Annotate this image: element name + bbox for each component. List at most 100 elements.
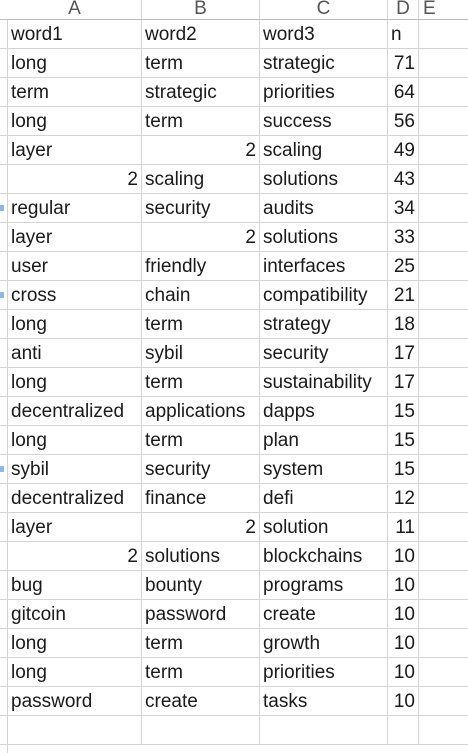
cell-e21[interactable] — [419, 600, 468, 628]
cell-d7[interactable]: 34 — [388, 194, 419, 222]
cell-d18[interactable]: 11 — [388, 513, 419, 541]
cell-c14[interactable]: dapps — [260, 397, 388, 425]
row-header-gutter[interactable] — [0, 0, 8, 753]
cell-d23[interactable]: 10 — [388, 658, 419, 686]
cell-e10[interactable] — [419, 281, 468, 309]
cell-d2[interactable]: 71 — [388, 49, 419, 77]
cell-e13[interactable] — [419, 368, 468, 396]
cell-d10[interactable]: 21 — [388, 281, 419, 309]
cell-e17[interactable] — [419, 484, 468, 512]
cell-a9[interactable]: user — [8, 252, 142, 280]
cell-b18[interactable]: 2 — [142, 513, 260, 541]
cell-b4[interactable]: term — [142, 107, 260, 135]
cell-a22[interactable]: long — [8, 629, 142, 657]
cell-a6[interactable]: 2 — [8, 165, 142, 193]
cell-b6[interactable]: scaling — [142, 165, 260, 193]
cell-e24[interactable] — [419, 687, 468, 715]
cell-c5[interactable]: scaling — [260, 136, 388, 164]
cell-a4[interactable]: long — [8, 107, 142, 135]
cell-e20[interactable] — [419, 571, 468, 599]
cell-a10[interactable]: cross — [8, 281, 142, 309]
cell-d25[interactable] — [388, 716, 419, 744]
cell-c20[interactable]: programs — [260, 571, 388, 599]
cell-b5[interactable]: 2 — [142, 136, 260, 164]
cell-a11[interactable]: long — [8, 310, 142, 338]
column-header-c[interactable]: C — [260, 0, 388, 19]
cell-e4[interactable] — [419, 107, 468, 135]
cell-c6[interactable]: solutions — [260, 165, 388, 193]
cell-b1[interactable]: word2 — [142, 20, 260, 48]
cell-c13[interactable]: sustainability — [260, 368, 388, 396]
cell-b9[interactable]: friendly — [142, 252, 260, 280]
column-header-e[interactable]: E — [423, 0, 436, 19]
cell-a14[interactable]: decentralized — [8, 397, 142, 425]
cell-d20[interactable]: 10 — [388, 571, 419, 599]
cell-d19[interactable]: 10 — [388, 542, 419, 570]
cell-e14[interactable] — [419, 397, 468, 425]
cell-d16[interactable]: 15 — [388, 455, 419, 483]
cell-a15[interactable]: long — [8, 426, 142, 454]
cell-b10[interactable]: chain — [142, 281, 260, 309]
cell-a13[interactable]: long — [8, 368, 142, 396]
cell-e23[interactable] — [419, 658, 468, 686]
cell-c2[interactable]: strategic — [260, 49, 388, 77]
cell-e22[interactable] — [419, 629, 468, 657]
cell-c8[interactable]: solutions — [260, 223, 388, 251]
cell-e16[interactable] — [419, 455, 468, 483]
cell-b12[interactable]: sybil — [142, 339, 260, 367]
cell-a2[interactable]: long — [8, 49, 142, 77]
cell-e8[interactable] — [419, 223, 468, 251]
cell-c11[interactable]: strategy — [260, 310, 388, 338]
cell-e6[interactable] — [419, 165, 468, 193]
cell-a25[interactable] — [8, 716, 142, 744]
cell-a1[interactable]: word1 — [8, 20, 142, 48]
cell-e3[interactable] — [419, 78, 468, 106]
cell-e1[interactable] — [419, 20, 468, 48]
cell-d12[interactable]: 17 — [388, 339, 419, 367]
cell-a18[interactable]: layer — [8, 513, 142, 541]
cell-b11[interactable]: term — [142, 310, 260, 338]
column-header-d[interactable]: D — [388, 0, 419, 19]
cell-a16[interactable]: sybil — [8, 455, 142, 483]
cell-c12[interactable]: security — [260, 339, 388, 367]
cell-c7[interactable]: audits — [260, 194, 388, 222]
cell-c3[interactable]: priorities — [260, 78, 388, 106]
cell-d6[interactable]: 43 — [388, 165, 419, 193]
cell-c19[interactable]: blockchains — [260, 542, 388, 570]
cell-c9[interactable]: interfaces — [260, 252, 388, 280]
cell-a20[interactable]: bug — [8, 571, 142, 599]
cell-a5[interactable]: layer — [8, 136, 142, 164]
cell-d24[interactable]: 10 — [388, 687, 419, 715]
cell-d4[interactable]: 56 — [388, 107, 419, 135]
cell-d17[interactable]: 12 — [388, 484, 419, 512]
cell-b7[interactable]: security — [142, 194, 260, 222]
cell-a21[interactable]: gitcoin — [8, 600, 142, 628]
cell-e15[interactable] — [419, 426, 468, 454]
cell-d11[interactable]: 18 — [388, 310, 419, 338]
cell-c24[interactable]: tasks — [260, 687, 388, 715]
cell-d22[interactable]: 10 — [388, 629, 419, 657]
cell-e12[interactable] — [419, 339, 468, 367]
cell-c15[interactable]: plan — [260, 426, 388, 454]
cell-b14[interactable]: applications — [142, 397, 260, 425]
column-header-a[interactable]: A — [8, 0, 142, 19]
cell-c16[interactable]: system — [260, 455, 388, 483]
cell-e11[interactable] — [419, 310, 468, 338]
cell-a7[interactable]: regular — [8, 194, 142, 222]
cell-a17[interactable]: decentralized — [8, 484, 142, 512]
cell-d5[interactable]: 49 — [388, 136, 419, 164]
cell-a19[interactable]: 2 — [8, 542, 142, 570]
cell-d21[interactable]: 10 — [388, 600, 419, 628]
cell-a12[interactable]: anti — [8, 339, 142, 367]
cell-c22[interactable]: growth — [260, 629, 388, 657]
cell-a8[interactable]: layer — [8, 223, 142, 251]
cell-c1[interactable]: word3 — [260, 20, 388, 48]
column-header-b[interactable]: B — [142, 0, 260, 19]
cell-b17[interactable]: finance — [142, 484, 260, 512]
cell-e25[interactable] — [419, 716, 468, 744]
cell-a3[interactable]: term — [8, 78, 142, 106]
cell-e2[interactable] — [419, 49, 468, 77]
cell-b25[interactable] — [142, 716, 260, 744]
cell-d13[interactable]: 17 — [388, 368, 419, 396]
